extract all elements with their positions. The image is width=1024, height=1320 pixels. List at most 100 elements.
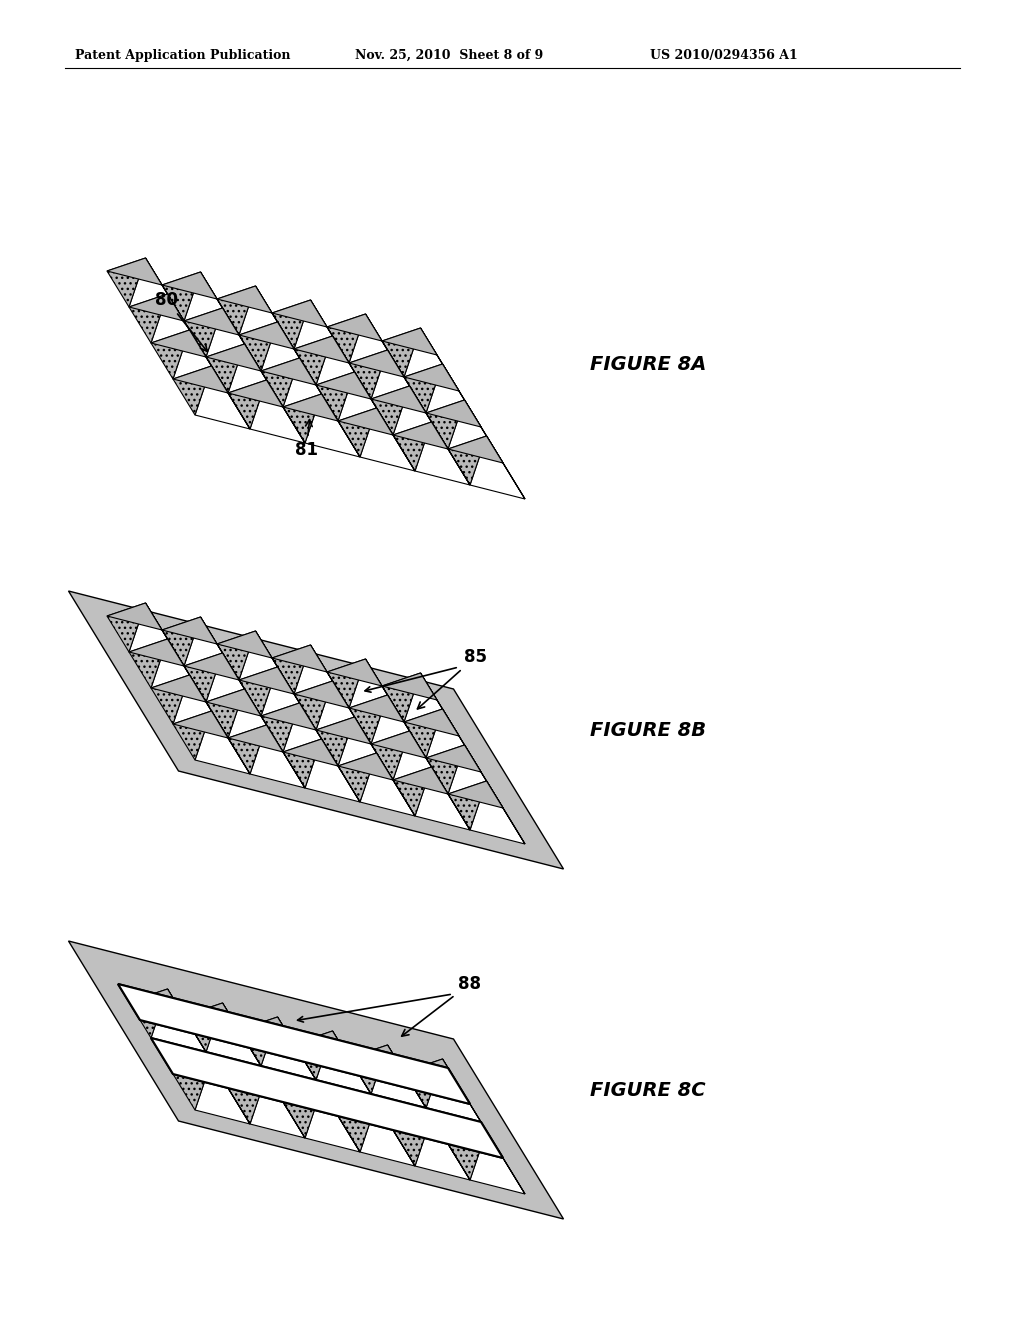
Polygon shape: [283, 393, 338, 421]
Polygon shape: [327, 314, 382, 341]
Polygon shape: [222, 308, 261, 371]
Polygon shape: [168, 989, 206, 1052]
Polygon shape: [305, 1089, 360, 1152]
Polygon shape: [283, 393, 322, 444]
Polygon shape: [283, 1089, 322, 1138]
Polygon shape: [228, 725, 266, 774]
Polygon shape: [299, 704, 338, 766]
Polygon shape: [449, 1131, 503, 1158]
Polygon shape: [217, 631, 272, 657]
Polygon shape: [228, 345, 283, 407]
Polygon shape: [162, 616, 217, 644]
Polygon shape: [322, 739, 360, 803]
Polygon shape: [449, 781, 503, 808]
Polygon shape: [449, 781, 486, 830]
Polygon shape: [316, 717, 371, 744]
Polygon shape: [151, 989, 206, 1052]
Polygon shape: [426, 744, 481, 772]
Polygon shape: [239, 1016, 294, 1044]
Polygon shape: [404, 1059, 459, 1086]
Polygon shape: [189, 675, 228, 738]
Polygon shape: [69, 591, 563, 869]
Polygon shape: [393, 422, 449, 449]
Polygon shape: [377, 752, 415, 816]
Polygon shape: [184, 308, 239, 335]
Polygon shape: [129, 603, 184, 667]
Polygon shape: [162, 272, 201, 321]
Text: Patent Application Publication: Patent Application Publication: [75, 49, 291, 62]
Polygon shape: [106, 257, 145, 308]
Polygon shape: [338, 1104, 377, 1152]
Polygon shape: [426, 400, 465, 449]
Polygon shape: [316, 337, 371, 399]
Polygon shape: [349, 659, 404, 722]
Polygon shape: [333, 681, 371, 744]
Polygon shape: [261, 667, 316, 730]
Polygon shape: [415, 422, 470, 484]
Polygon shape: [404, 673, 459, 737]
Polygon shape: [404, 327, 459, 391]
Text: 85: 85: [418, 648, 487, 709]
Polygon shape: [486, 436, 525, 499]
Polygon shape: [228, 1074, 266, 1125]
Polygon shape: [316, 717, 354, 766]
Polygon shape: [327, 314, 366, 363]
Polygon shape: [206, 308, 261, 371]
Polygon shape: [470, 436, 525, 499]
Polygon shape: [442, 1059, 481, 1122]
Polygon shape: [278, 322, 316, 385]
Polygon shape: [382, 327, 421, 378]
Text: Nov. 25, 2010  Sheet 8 of 9: Nov. 25, 2010 Sheet 8 of 9: [355, 49, 544, 62]
Polygon shape: [129, 639, 168, 688]
Polygon shape: [349, 1045, 404, 1072]
Polygon shape: [173, 330, 228, 393]
Polygon shape: [338, 408, 377, 457]
Polygon shape: [410, 731, 449, 795]
Polygon shape: [228, 380, 283, 407]
Polygon shape: [245, 345, 283, 407]
Text: FIGURE 8A: FIGURE 8A: [590, 355, 707, 375]
Polygon shape: [294, 300, 349, 363]
Polygon shape: [349, 1045, 387, 1094]
Polygon shape: [371, 696, 426, 758]
Polygon shape: [250, 380, 305, 444]
Polygon shape: [404, 1059, 442, 1107]
Polygon shape: [184, 1003, 222, 1052]
Polygon shape: [189, 330, 228, 393]
Polygon shape: [272, 645, 327, 672]
Polygon shape: [228, 380, 266, 429]
Polygon shape: [278, 667, 316, 730]
Polygon shape: [360, 408, 415, 471]
Polygon shape: [371, 350, 426, 413]
Polygon shape: [195, 711, 250, 774]
Polygon shape: [239, 286, 294, 348]
Polygon shape: [470, 781, 525, 843]
Polygon shape: [261, 1016, 316, 1080]
Polygon shape: [387, 696, 426, 758]
Polygon shape: [151, 294, 206, 356]
Polygon shape: [201, 616, 239, 680]
Polygon shape: [349, 696, 404, 722]
Polygon shape: [449, 400, 503, 463]
Polygon shape: [129, 294, 184, 321]
Polygon shape: [371, 385, 426, 413]
Polygon shape: [404, 709, 442, 758]
Text: FIGURE 8B: FIGURE 8B: [590, 721, 707, 739]
Polygon shape: [173, 711, 228, 738]
Polygon shape: [371, 731, 410, 780]
Polygon shape: [106, 257, 162, 285]
Polygon shape: [283, 358, 338, 421]
Polygon shape: [354, 372, 393, 436]
Polygon shape: [184, 653, 239, 680]
Polygon shape: [404, 364, 459, 391]
Polygon shape: [283, 739, 338, 766]
Polygon shape: [316, 1031, 371, 1094]
Polygon shape: [393, 731, 449, 795]
Polygon shape: [393, 422, 431, 471]
Polygon shape: [195, 1061, 250, 1125]
Polygon shape: [129, 989, 184, 1016]
Polygon shape: [338, 372, 393, 436]
Polygon shape: [305, 739, 360, 803]
Polygon shape: [217, 286, 256, 335]
Polygon shape: [239, 667, 278, 715]
